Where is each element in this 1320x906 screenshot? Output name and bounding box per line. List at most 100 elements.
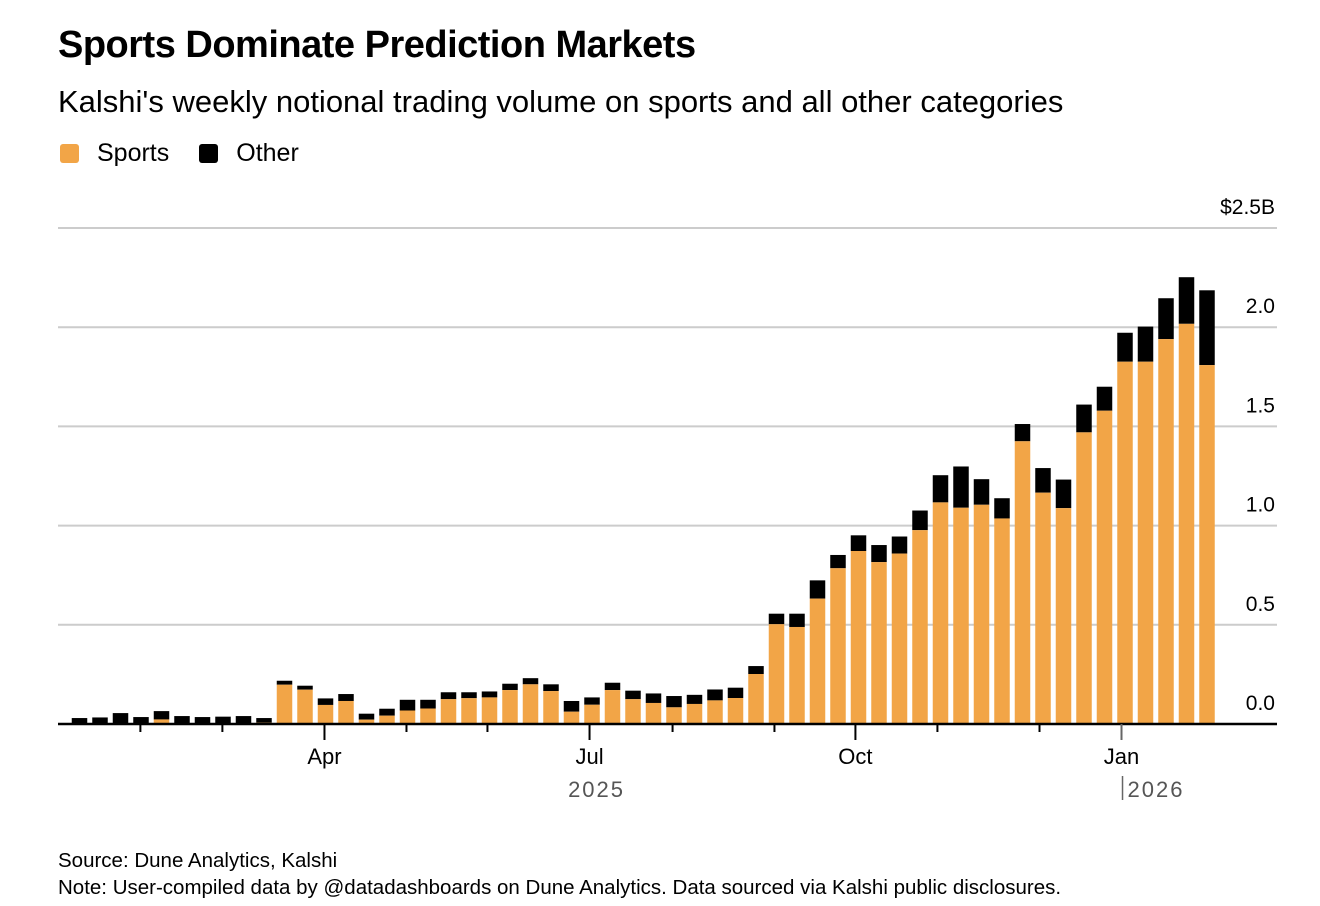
y-tick-label: 0.5 [1246,593,1275,616]
bar-other [461,692,477,699]
bar-stack [338,694,354,724]
bar-sports [522,684,539,724]
bar-sports [1055,508,1072,724]
bar-sports [604,690,621,724]
bar-sports [768,624,785,724]
bar-other [379,708,395,716]
bar-sports [953,507,969,724]
y-tick-label: 1.5 [1246,394,1275,417]
y-tick-label: $2.5B [1220,196,1275,219]
bar-sports [871,562,887,724]
bar-sports [1035,492,1051,724]
data-note: Note: User-compiled data by @datadashboa… [58,876,1062,899]
bar-stack [1055,479,1072,724]
bar-other [522,678,539,685]
bar-stack [1117,332,1133,724]
bar-other [953,466,969,508]
bar-stack [932,475,949,724]
bar-stack [1014,424,1031,724]
bar-stack [1076,404,1092,724]
legend: Sports Other [60,139,329,168]
bar-other [748,666,764,675]
bar-other [707,689,723,701]
bar-other [112,713,129,724]
bar-sports [809,598,826,724]
bar-stack [994,498,1010,724]
bar-other [1035,468,1051,493]
bar-other [891,536,908,554]
bar-sports [666,707,682,724]
bar-sports [543,691,559,724]
bar-other [1137,326,1154,362]
bar-sports [338,700,354,724]
bar-stack [1035,468,1051,724]
bar-sports [645,702,662,724]
bar-sports [789,626,805,724]
bar-other [789,613,805,627]
bar-other [256,718,272,723]
bar-sports [584,704,600,724]
year-label: 2025 [568,777,625,802]
y-axis-labels: 0.0 0.5 1.0 1.5 2.0 $2.5B [1220,196,1275,715]
bar-stack [502,683,518,724]
gridlines [58,227,1277,626]
bar-stack [92,717,108,724]
bar-other [686,694,703,704]
y-tick-label: 0.0 [1246,692,1275,715]
bar-other [809,580,826,599]
bar-sports [748,674,764,724]
bar-stack [604,682,621,724]
bar-sports [379,715,395,724]
bar-other [973,479,990,505]
bar-sports [1096,410,1113,724]
bar-other [850,535,867,551]
bar-other [1158,298,1174,340]
bar-stack [830,554,846,724]
bar-other [440,692,457,700]
x-tick-label: Apr [307,744,341,769]
bar-sports [1076,432,1092,724]
bar-stack [112,713,129,724]
chart-subtitle: Kalshi's weekly notional trading volume … [58,84,1064,119]
bar-sports [707,700,723,724]
bar-other [1076,404,1092,433]
bar-stack [973,479,990,724]
bar-other [71,718,88,724]
bar-other [625,690,641,700]
bar-stack [1199,290,1215,724]
bar-other [502,683,518,691]
bar-stack [871,545,887,724]
bar-other [912,510,928,531]
bar-sports [461,698,477,724]
bar-stack [912,510,928,724]
bar-sports [317,704,334,724]
bar-stack [317,698,334,724]
bar-other [727,687,744,699]
bar-other [297,685,313,690]
bar-sports [686,703,703,724]
bar-other [194,717,211,724]
bar-other [1055,479,1072,509]
bar-stack [543,684,559,724]
bar-other [215,716,231,724]
bar-stack [645,693,662,724]
bar-other [1014,424,1031,442]
bar-sports [727,698,744,724]
bar-stack [440,692,457,724]
bar-sports [891,553,908,724]
bar-other [133,717,149,724]
bar-stack [707,689,723,724]
legend-swatch-sports [60,144,79,163]
bar-stack [748,666,764,724]
bar-stack [1158,298,1174,724]
bar-stack [584,697,600,724]
bar-stack [768,613,785,724]
bar-sports [973,504,990,724]
bar-sports [932,502,949,724]
year-label: 2026 [1128,777,1185,802]
bar-other [604,682,621,691]
bar-other [174,716,190,724]
bar-stack [891,536,908,724]
legend-label-other: Other [236,139,299,167]
bar-sports [1014,441,1031,724]
